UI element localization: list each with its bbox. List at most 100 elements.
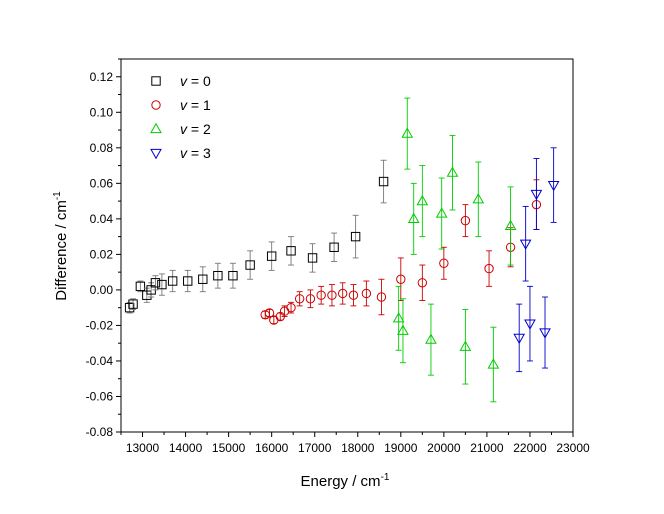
- y-axis-title: Difference / cm-1: [52, 191, 70, 301]
- x-tick-label: 20000: [427, 441, 461, 455]
- data-point: [392, 312, 405, 323]
- data-point: [245, 260, 255, 270]
- data-point: [487, 358, 500, 369]
- x-axis-title-text: Energy / cm: [301, 473, 381, 490]
- data-point: [329, 242, 339, 252]
- data-point: [350, 231, 361, 242]
- data-point: [337, 288, 348, 299]
- legend-label-variable: v: [180, 145, 188, 161]
- data-point: [446, 166, 459, 177]
- legend-label-variable: v: [180, 73, 188, 89]
- data-point: [547, 181, 560, 192]
- legend-label-variable: v: [180, 121, 188, 137]
- legend-label: v = 1: [180, 97, 211, 113]
- series-2: [392, 97, 517, 403]
- x-tick-label: 19000: [384, 441, 418, 455]
- x-tick-label: 21000: [470, 441, 504, 455]
- y-tick-label: -0.04: [86, 354, 114, 368]
- data-point: [539, 328, 551, 339]
- y-tick-label: 0.02: [90, 247, 114, 261]
- legend-label-value: = 1: [187, 97, 211, 113]
- data-point: [439, 258, 449, 268]
- x-tick-label: 13000: [126, 441, 160, 455]
- y-tick-label: 0.08: [90, 141, 114, 155]
- data-point: [264, 308, 275, 318]
- data-point: [416, 194, 429, 206]
- y-axis-title-text: Difference / cm: [53, 200, 70, 301]
- data-point: [327, 290, 337, 300]
- data-point: [198, 274, 208, 284]
- data-point: [286, 302, 296, 313]
- plot-frame: [120, 58, 574, 433]
- series-1: [260, 179, 542, 325]
- legend-label-value: = 3: [187, 145, 211, 161]
- y-tick-label: -0.08: [86, 425, 114, 439]
- x-tick-label: 14000: [169, 441, 203, 455]
- data-point: [316, 290, 326, 300]
- y-tick-label: 0.04: [90, 212, 114, 226]
- plot-area: [124, 97, 560, 403]
- y-tick-label: 0.00: [90, 283, 114, 297]
- legend-label: v = 0: [180, 73, 211, 89]
- x-tick-label: 15000: [212, 441, 246, 455]
- x-tick-label: 22000: [513, 441, 547, 455]
- data-point: [378, 176, 389, 187]
- data-point: [401, 127, 414, 138]
- legend-marker: [150, 148, 162, 160]
- x-tick-label: 23000: [556, 441, 590, 455]
- legend-label-value: = 2: [187, 121, 211, 137]
- data-point: [530, 189, 543, 201]
- legend-label-variable: v: [180, 97, 188, 113]
- data-point: [460, 215, 471, 226]
- data-point: [396, 274, 406, 284]
- data-point: [397, 324, 409, 335]
- data-point: [417, 278, 428, 288]
- series-0: [124, 159, 389, 314]
- data-point: [150, 278, 161, 288]
- data-point: [286, 246, 296, 256]
- data-point: [213, 270, 223, 281]
- legend-marker: [150, 122, 162, 134]
- data-point: [266, 251, 277, 261]
- data-point: [135, 281, 146, 292]
- x-axis-title-superscript: -1: [381, 472, 390, 483]
- data-point: [376, 292, 387, 302]
- data-point: [294, 294, 305, 304]
- y-tick-label: -0.02: [86, 318, 114, 332]
- data-point: [348, 290, 359, 300]
- x-tick-label: 16000: [255, 441, 289, 455]
- legend-marker: [151, 76, 161, 86]
- y-axis-title-superscript: -1: [52, 191, 63, 200]
- data-point: [513, 333, 526, 345]
- data-point: [157, 279, 167, 290]
- data-point: [124, 302, 135, 313]
- data-point: [459, 340, 472, 351]
- x-tick-label: 18000: [341, 441, 375, 455]
- data-point: [228, 270, 238, 281]
- data-point: [484, 263, 494, 274]
- legend-label: v = 3: [180, 145, 211, 161]
- data-point: [305, 294, 316, 304]
- data-point: [307, 253, 318, 263]
- y-tick-label: 0.06: [90, 176, 114, 190]
- data-point: [435, 207, 448, 218]
- data-point: [167, 276, 178, 286]
- data-point: [407, 212, 420, 223]
- x-axis-title: Energy / cm-1: [301, 472, 390, 490]
- x-tick-label: 17000: [298, 441, 332, 455]
- x-axis: 13000 14000 15000 16000 17000 18000 19000 20000…: [120, 432, 590, 455]
- data-point: [524, 319, 536, 330]
- data-point: [183, 276, 193, 286]
- data-point: [504, 219, 517, 231]
- data-point: [361, 288, 372, 299]
- legend-marker: [151, 100, 161, 110]
- series-3: [513, 147, 560, 373]
- y-tick-label: 0.10: [90, 105, 114, 119]
- legend: v = 0v = 1v = 2v = 3: [150, 73, 211, 161]
- legend-label-value: = 0: [187, 73, 211, 89]
- y-axis: -0.08 -0.06 -0.04 -0.02 0.00 0.02 0.04 0.06 0.08…: [86, 58, 121, 439]
- legend-label: v = 2: [180, 121, 211, 137]
- data-point: [128, 299, 138, 309]
